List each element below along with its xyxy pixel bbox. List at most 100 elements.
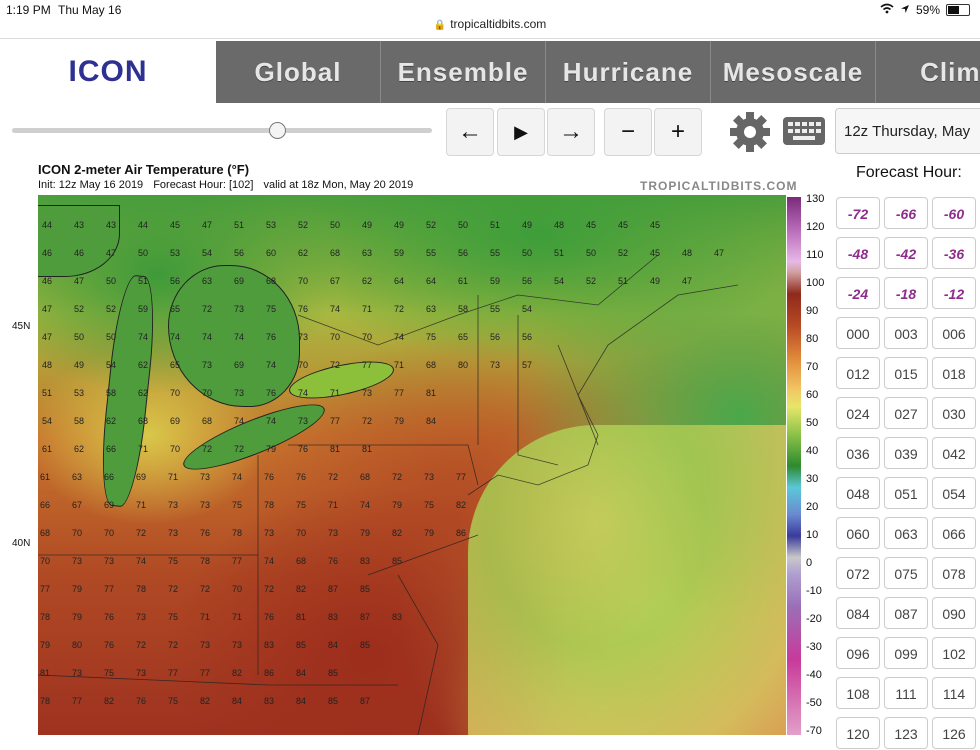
wifi-icon <box>880 3 894 17</box>
tab-global[interactable]: Global <box>216 41 381 103</box>
temperature-value: 56 <box>522 332 533 342</box>
model-run-select[interactable]: 12z Thursday, May <box>835 108 980 154</box>
temperature-value: 71 <box>200 612 211 622</box>
forecast-hour-button[interactable]: -12 <box>932 277 976 309</box>
play-button[interactable]: ▶ <box>497 108 545 156</box>
temperature-value: 72 <box>330 360 341 370</box>
forecast-hour-button[interactable]: 051 <box>884 477 928 509</box>
temperature-value: 56 <box>170 276 181 286</box>
forecast-hour-button[interactable]: -24 <box>836 277 880 309</box>
forecast-hour-button[interactable]: 018 <box>932 357 976 389</box>
previous-frame-button[interactable]: ← <box>446 108 494 156</box>
forecast-hour-button[interactable]: 063 <box>884 517 928 549</box>
forecast-hour-button[interactable]: 048 <box>836 477 880 509</box>
next-frame-button[interactable]: → <box>547 108 595 156</box>
forecast-hour-button[interactable]: 120 <box>836 717 880 749</box>
forecast-hour-button[interactable]: 039 <box>884 437 928 469</box>
zoom-out-button[interactable]: − <box>604 108 652 156</box>
temperature-value: 80 <box>458 360 469 370</box>
forecast-hour-button[interactable]: 108 <box>836 677 880 709</box>
tab-hurricane[interactable]: Hurricane <box>546 41 711 103</box>
temperature-value: 86 <box>456 528 467 538</box>
temperature-value: 75 <box>296 500 307 510</box>
temperature-value: 70 <box>296 528 307 538</box>
slider-thumb[interactable] <box>269 122 286 139</box>
forecast-hour-button[interactable]: -72 <box>836 197 880 229</box>
forecast-hour-button[interactable]: 123 <box>884 717 928 749</box>
tab-ensemble[interactable]: Ensemble <box>381 41 546 103</box>
main-nav-tabs: GlobalEnsembleHurricaneMesoscaleClima <box>216 41 980 103</box>
forecast-hour-button[interactable]: 114 <box>932 677 976 709</box>
temperature-value: 85 <box>328 668 339 678</box>
keyboard-icon[interactable] <box>783 117 825 145</box>
forecast-hour-button[interactable]: -42 <box>884 237 928 269</box>
temperature-value: 48 <box>42 360 53 370</box>
temperature-value: 76 <box>264 612 275 622</box>
header-divider <box>0 38 980 39</box>
forecast-hour-button[interactable]: -60 <box>932 197 976 229</box>
temperature-value: 85 <box>360 640 371 650</box>
forecast-hour-button[interactable]: 042 <box>932 437 976 469</box>
atlantic-ocean <box>468 425 786 735</box>
forecast-hour-button[interactable]: 099 <box>884 637 928 669</box>
tab-clima[interactable]: Clima <box>876 41 980 103</box>
temperature-value: 62 <box>298 248 309 258</box>
forecast-hour-button[interactable]: 054 <box>932 477 976 509</box>
temperature-value: 84 <box>296 668 307 678</box>
temperature-value: 45 <box>586 220 597 230</box>
forecast-hour-button[interactable]: 075 <box>884 557 928 589</box>
forecast-slider[interactable] <box>12 122 432 139</box>
forecast-hour-button[interactable]: 036 <box>836 437 880 469</box>
temperature-value: 75 <box>168 696 179 706</box>
forecast-hour-button[interactable]: 012 <box>836 357 880 389</box>
temperature-value: 72 <box>394 304 405 314</box>
temperature-value: 60 <box>266 248 277 258</box>
temperature-value: 70 <box>362 332 373 342</box>
forecast-hour-button[interactable]: 066 <box>932 517 976 549</box>
forecast-hour-button[interactable]: 006 <box>932 317 976 349</box>
temperature-value: 83 <box>360 556 371 566</box>
forecast-hour-button[interactable]: 060 <box>836 517 880 549</box>
forecast-hour-button[interactable]: 015 <box>884 357 928 389</box>
forecast-hour-button[interactable]: 111 <box>884 677 928 709</box>
tab-mesoscale[interactable]: Mesoscale <box>711 41 876 103</box>
temperature-value: 87 <box>360 696 371 706</box>
forecast-hour-button[interactable]: 126 <box>932 717 976 749</box>
temperature-value: 70 <box>298 276 309 286</box>
forecast-hour-button[interactable]: -66 <box>884 197 928 229</box>
temperature-value: 79 <box>72 584 83 594</box>
forecast-hour-button[interactable]: -48 <box>836 237 880 269</box>
temperature-value: 82 <box>456 500 467 510</box>
forecast-hour-button[interactable]: 024 <box>836 397 880 429</box>
forecast-hour-button[interactable]: 078 <box>932 557 976 589</box>
temperature-value: 77 <box>330 416 341 426</box>
temperature-value: 78 <box>200 556 211 566</box>
temperature-value: 51 <box>138 276 149 286</box>
temperature-map[interactable]: 44 43 43 44 45 47 51 53 52 50 49 49 52 50 51 49 48 45 45 45… <box>38 195 786 735</box>
colorbar-label: 130 <box>806 193 825 205</box>
forecast-hour-button[interactable]: 084 <box>836 597 880 629</box>
forecast-hour-button[interactable]: 087 <box>884 597 928 629</box>
forecast-hour-button[interactable]: 030 <box>932 397 976 429</box>
forecast-hour-button[interactable]: 000 <box>836 317 880 349</box>
temperature-value: 73 <box>200 472 211 482</box>
temperature-value: 68 <box>202 416 213 426</box>
settings-gear-icon[interactable] <box>728 110 772 154</box>
url-bar[interactable]: 🔒 tropicaltidbits.com <box>0 17 980 37</box>
forecast-hour-button[interactable]: -36 <box>932 237 976 269</box>
temperature-value: 51 <box>234 220 245 230</box>
forecast-hour-button[interactable]: 027 <box>884 397 928 429</box>
temperature-value: 77 <box>394 388 405 398</box>
colorbar-label: 0 <box>806 557 813 569</box>
forecast-hour-button[interactable]: 072 <box>836 557 880 589</box>
site-logo[interactable]: ICON <box>68 55 148 88</box>
forecast-hour-button[interactable]: 102 <box>932 637 976 669</box>
forecast-hour-button[interactable]: 096 <box>836 637 880 669</box>
url-text: tropicaltidbits.com <box>450 17 547 31</box>
zoom-in-button[interactable]: + <box>654 108 702 156</box>
temperature-value: 82 <box>296 584 307 594</box>
forecast-hour-button[interactable]: -18 <box>884 277 928 309</box>
forecast-hour-button[interactable]: 090 <box>932 597 976 629</box>
forecast-hour-button[interactable]: 003 <box>884 317 928 349</box>
colorbar-label: 10 <box>806 529 819 541</box>
